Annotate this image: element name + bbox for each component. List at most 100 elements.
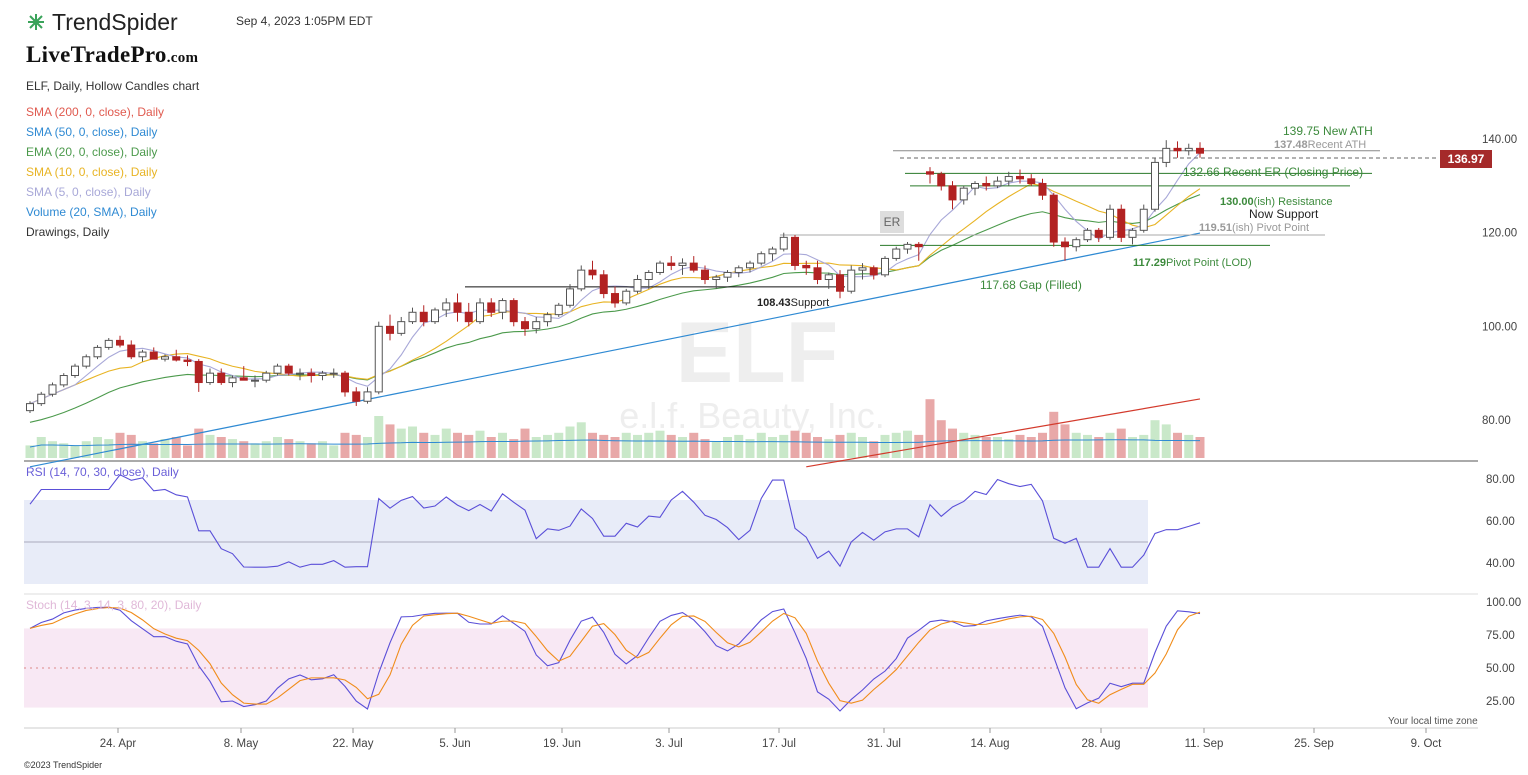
candle-body [554,304,563,316]
legend-item[interactable]: SMA (200, 0, close), Daily [26,105,165,119]
candle-body [1004,175,1013,182]
brand-watermark: LiveTradePro.com [26,42,199,67]
candle-body [419,311,428,323]
x-tick-label: 3. Jul [655,738,683,750]
volume-bar [318,441,327,458]
candle-body [903,243,912,250]
volume-bar [205,434,215,458]
volume-bar [768,437,777,458]
candle-body [329,372,338,375]
candle-body [284,365,293,374]
candle-body [779,236,788,250]
x-tick-label: 8. May [224,738,259,750]
last-price-badge: 136.97 [1440,150,1492,168]
x-tick-label: 22. May [333,738,374,750]
x-tick-label: 11. Sep [1185,738,1224,750]
candle-body [239,377,248,381]
annotation-pivot: 119.51(ish) Pivot Point [1199,222,1310,234]
candle-body [847,269,856,292]
candle-body [1083,229,1092,241]
er-marker[interactable]: ER [880,211,904,233]
candle-body [746,262,754,269]
candle-body [959,187,968,201]
volume-bar [689,432,699,458]
x-tick-label: 25. Sep [1294,738,1334,750]
candle-body [566,288,574,306]
volume-bar [138,441,147,458]
volume-bar [891,432,901,458]
volume-bar [1195,437,1205,458]
volume-bar [644,432,654,458]
candle-body [701,269,709,280]
volume-bar [171,437,181,458]
volume-bar [1094,437,1104,458]
volume-bar [441,428,451,458]
volume-bar [36,437,46,458]
candle-body [149,351,158,360]
candle-body [1016,175,1024,180]
annotation-recent-ath: 137.48Recent ATH [1274,139,1367,151]
volume-bar [1060,424,1070,458]
volume-bar [846,432,856,458]
volume-bar [903,430,912,458]
candle-body [341,372,349,393]
volume-bar [115,432,125,458]
volume-bar [711,441,721,458]
annotation-support: 108.43Support [757,297,830,309]
candle-body [1049,194,1058,243]
legend-item[interactable]: EMA (20, 0, close), Daily [26,145,158,159]
chart-datetime: Sep 4, 2023 1:05PM EDT [236,14,373,28]
volume-bar [430,434,440,458]
candle-body [183,359,192,362]
stoch-tick-label: 100.00 [1486,597,1521,609]
legend-item[interactable]: SMA (5, 0, close), Daily [26,185,151,199]
x-tick-label: 28. Aug [1081,738,1120,750]
volume-bar [25,445,35,458]
candle-body [464,311,473,323]
annotation-now-support: Now Support [1249,207,1319,221]
candle-body [577,269,586,290]
legend-item[interactable]: Volume (20, SMA), Daily [26,205,157,219]
candle-body [37,393,46,405]
candle-body [1151,161,1159,210]
candle-body [824,274,833,281]
legend-item[interactable]: Drawings, Daily [26,225,110,239]
candle-body [228,377,237,384]
candle-body [318,372,327,377]
legend-item[interactable]: SMA (50, 0, close), Daily [26,125,158,139]
annotation-lod: 117.29Pivot Point (LOD) [1133,257,1252,269]
candle-body [712,276,721,280]
chart-title: ELF, Daily, Hollow Candles chart [26,79,200,93]
legend-item[interactable]: SMA (10, 0, close), Daily [26,165,158,179]
x-tick-label: 24. Apr [100,738,137,750]
volume-bar [385,424,395,458]
candle-body [622,290,631,304]
candle-body [926,171,934,175]
trendspider-logo-icon [25,11,47,38]
watermark-symbol: ELF [676,305,838,401]
volume-bar [1173,432,1182,458]
candle-body [487,302,496,313]
candle-body [734,267,743,273]
candle-body [262,372,271,381]
volume-bar [700,439,710,458]
candle-body [948,185,957,201]
x-tick-label: 31. Jul [867,738,901,750]
volume-bar [183,445,192,458]
volume-bar [1071,432,1081,458]
annotation-new-ath: 139.75 New ATH [1283,124,1373,138]
candle-body [453,302,462,313]
volume-bar [588,432,597,458]
volume-bar [149,443,159,458]
candle-body [251,379,259,382]
local-time-label: Your local time zone [1388,716,1478,727]
candle-body [768,248,777,255]
candle-body [431,309,439,323]
candle-body [48,384,57,395]
volume-bar [723,437,732,458]
candle-body [498,300,507,313]
volume-bar [790,430,800,458]
sma200-line [806,398,1201,468]
candle-body [386,325,394,334]
